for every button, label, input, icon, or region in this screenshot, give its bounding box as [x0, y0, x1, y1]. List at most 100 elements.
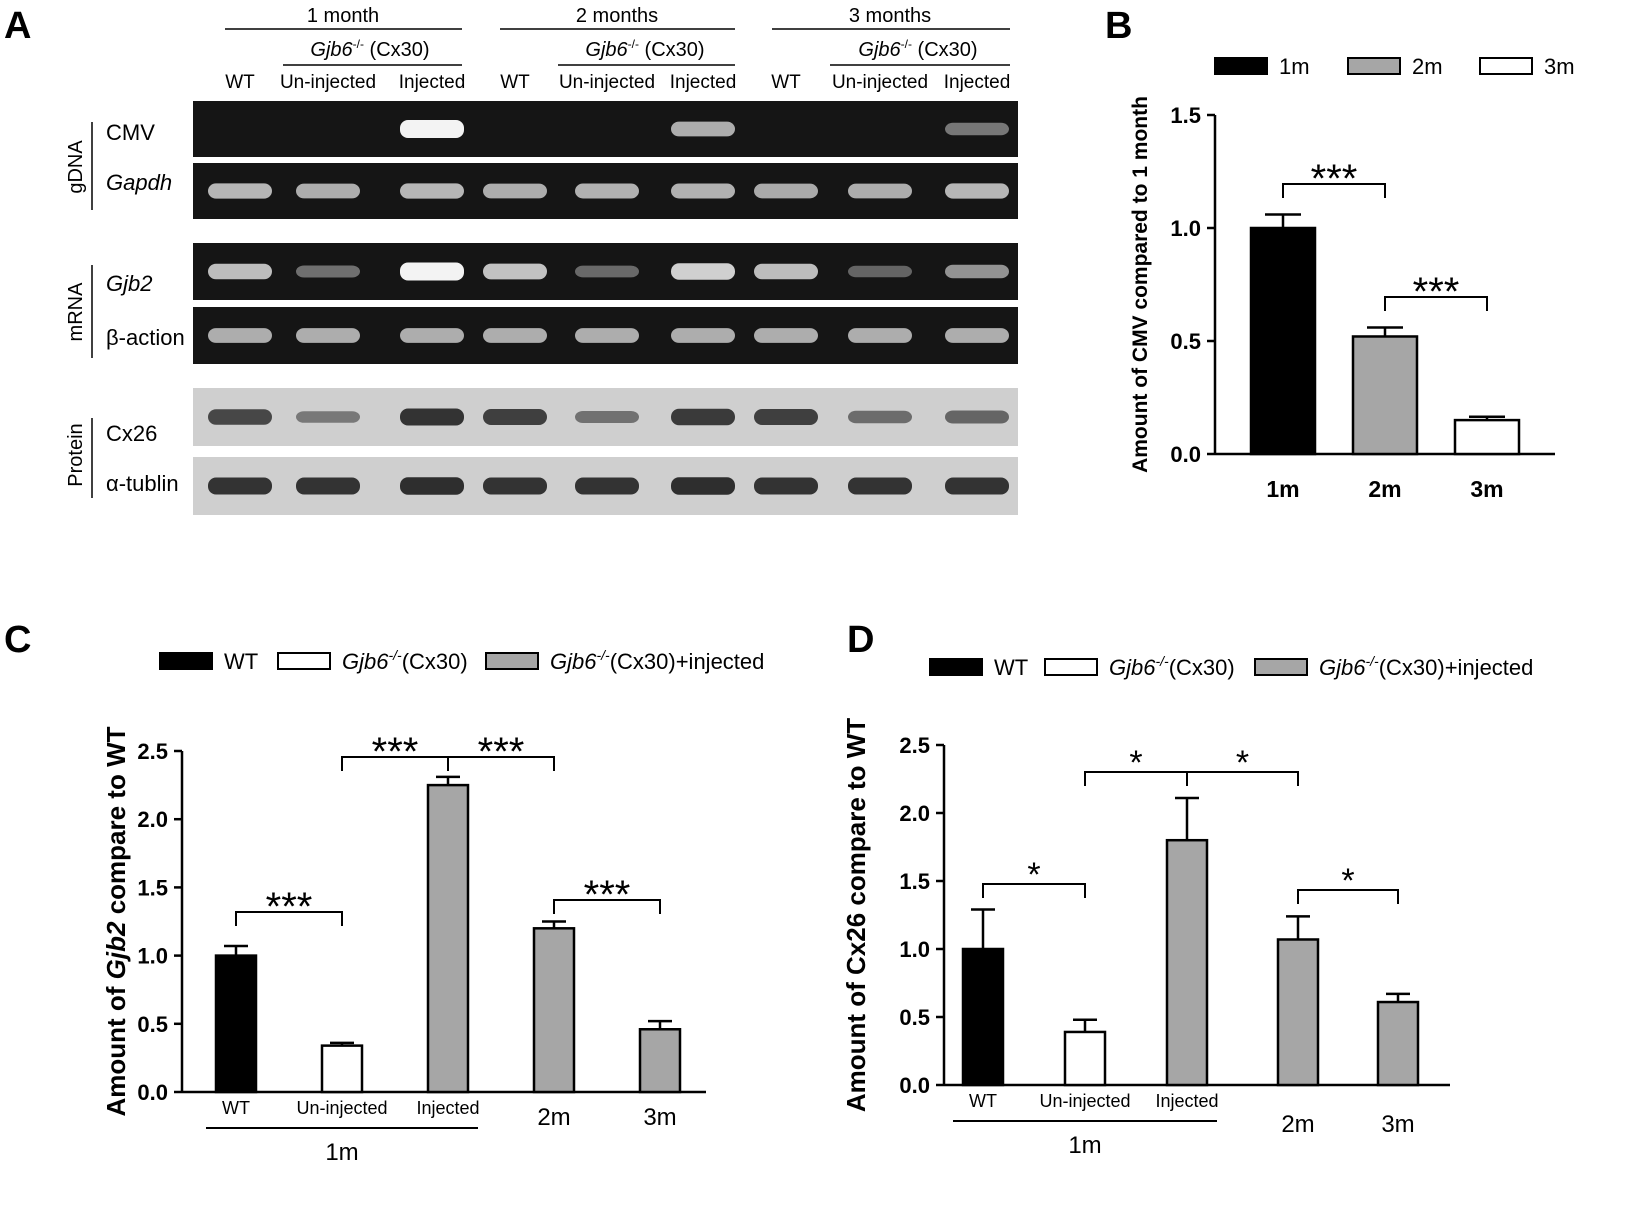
blot-band	[400, 183, 464, 199]
blot-band	[671, 121, 735, 137]
blot-strip	[193, 101, 1018, 157]
blot-band	[945, 410, 1009, 424]
x-tick-label: 3m	[1470, 476, 1503, 502]
timepoint-3: 3 months	[849, 5, 931, 27]
blot-row-label: α-tublin	[106, 471, 179, 496]
blot-band	[208, 409, 272, 425]
legend-label: 1m	[1279, 54, 1310, 79]
y-tick-label: 0.5	[1170, 329, 1201, 354]
significance-bracket	[982, 883, 1086, 898]
y-tick-label: 1.5	[899, 869, 930, 894]
chart-c: WT Gjb6-/-(Cx30) Gjb6-/-(Cx30)+injected 0.0…	[101, 647, 764, 1166]
blot-band	[575, 477, 639, 495]
lane-label: Un-injected	[280, 72, 376, 93]
blot-band	[296, 328, 360, 343]
lane-label: Injected	[944, 72, 1011, 93]
blot-band	[483, 183, 547, 199]
blot-row-label: CMV	[106, 120, 155, 145]
y-tick-label: 0.5	[899, 1005, 930, 1030]
legend-swatch	[159, 652, 213, 670]
blot-band	[296, 183, 360, 199]
legend-label: WT	[224, 649, 258, 674]
y-tick-label: 2.0	[899, 801, 930, 826]
significance-bracket	[235, 911, 343, 926]
chart-b: 1m 2m 3m 0.0 0.5 1.0 1.5 Amount of CMV compared…	[1129, 54, 1575, 502]
y-tick-label: 0.5	[137, 1012, 168, 1037]
x-tick-label: 2m	[1368, 476, 1401, 502]
significance-bracket	[1186, 771, 1299, 786]
blot-band	[671, 477, 735, 495]
legend-swatch	[277, 652, 331, 670]
blot-band	[208, 477, 272, 495]
x-tick-label: Un-injected	[296, 1098, 387, 1118]
blot-band	[400, 262, 464, 281]
genotype-label-2: Gjb6-/- (Cx30)	[585, 37, 704, 61]
lane-label: Un-injected	[832, 72, 928, 93]
legend-swatch	[1214, 57, 1268, 75]
bar	[1351, 335, 1419, 456]
y-tick-label: 1.5	[1170, 103, 1201, 128]
y-tick-label: 2.5	[899, 733, 930, 758]
timepoint-2: 2 months	[576, 5, 658, 27]
blot-band	[400, 120, 464, 138]
blot-band	[754, 328, 818, 343]
blot-band	[208, 328, 272, 343]
y-tick-label: 0.0	[137, 1080, 168, 1105]
blot-band	[754, 183, 818, 199]
blot-band	[848, 265, 912, 278]
blot-row-label: Gjb2	[106, 271, 152, 296]
blot-band	[296, 477, 360, 495]
x-tick-label: 1m	[1266, 476, 1299, 502]
chart-d: WT Gjb6-/-(Cx30) Gjb6-/-(Cx30)+injected 0.0…	[841, 653, 1533, 1159]
panel-letter-a: A	[4, 5, 31, 47]
bar	[1453, 418, 1521, 456]
x-tick-label: WT	[969, 1091, 997, 1111]
significance-label: ***	[372, 730, 419, 774]
bar	[1063, 1030, 1107, 1087]
bar	[426, 783, 470, 1094]
blot-strip	[193, 243, 1018, 300]
x-tick-label: 2m	[1281, 1111, 1314, 1138]
blot-band	[671, 408, 735, 426]
legend-label: Gjb6-/-(Cx30)	[1109, 653, 1235, 680]
y-axis-label: Amount of Cx26 compare to WT	[841, 718, 871, 1112]
legend-label: Gjb6-/-(Cx30)+injected	[1319, 653, 1533, 680]
blot-band	[754, 263, 818, 280]
y-tick-label: 1.5	[137, 875, 168, 900]
blot-band	[483, 263, 547, 280]
group-label: 1m	[1068, 1132, 1101, 1159]
blot-band	[575, 411, 639, 423]
lane-label: WT	[500, 72, 530, 93]
blot-row-label: β-action	[106, 325, 185, 350]
bar	[1376, 1000, 1420, 1087]
blot-band	[848, 183, 912, 199]
significance-label: *	[1341, 862, 1354, 900]
lane-label: Injected	[399, 72, 466, 93]
group-label: 1m	[325, 1139, 358, 1166]
blot-band	[296, 411, 360, 423]
blot-band	[296, 265, 360, 278]
blot-band	[208, 183, 272, 199]
bar	[1276, 938, 1320, 1087]
legend-swatch	[485, 652, 539, 670]
blot-band	[848, 477, 912, 495]
blot-band	[400, 477, 464, 495]
legend-label: Gjb6-/-(Cx30)	[342, 647, 468, 674]
x-tick-label: 3m	[1381, 1111, 1414, 1138]
blot-band	[848, 410, 912, 424]
legend-swatch	[1254, 658, 1308, 676]
significance-label: ***	[266, 885, 313, 929]
legend-label: Gjb6-/-(Cx30)+injected	[550, 647, 764, 674]
legend-swatch	[1479, 57, 1533, 75]
legend-swatch	[1347, 57, 1401, 75]
blot-band	[945, 477, 1009, 495]
row-group-mrna: mRNA	[65, 282, 87, 342]
row-group-gdna: gDNA	[65, 140, 87, 194]
lane-label: WT	[771, 72, 801, 93]
bar	[320, 1044, 364, 1094]
significance-label: ***	[478, 730, 525, 774]
bar	[532, 927, 576, 1094]
significance-bracket	[1282, 183, 1386, 198]
x-tick-label: 3m	[643, 1104, 676, 1131]
